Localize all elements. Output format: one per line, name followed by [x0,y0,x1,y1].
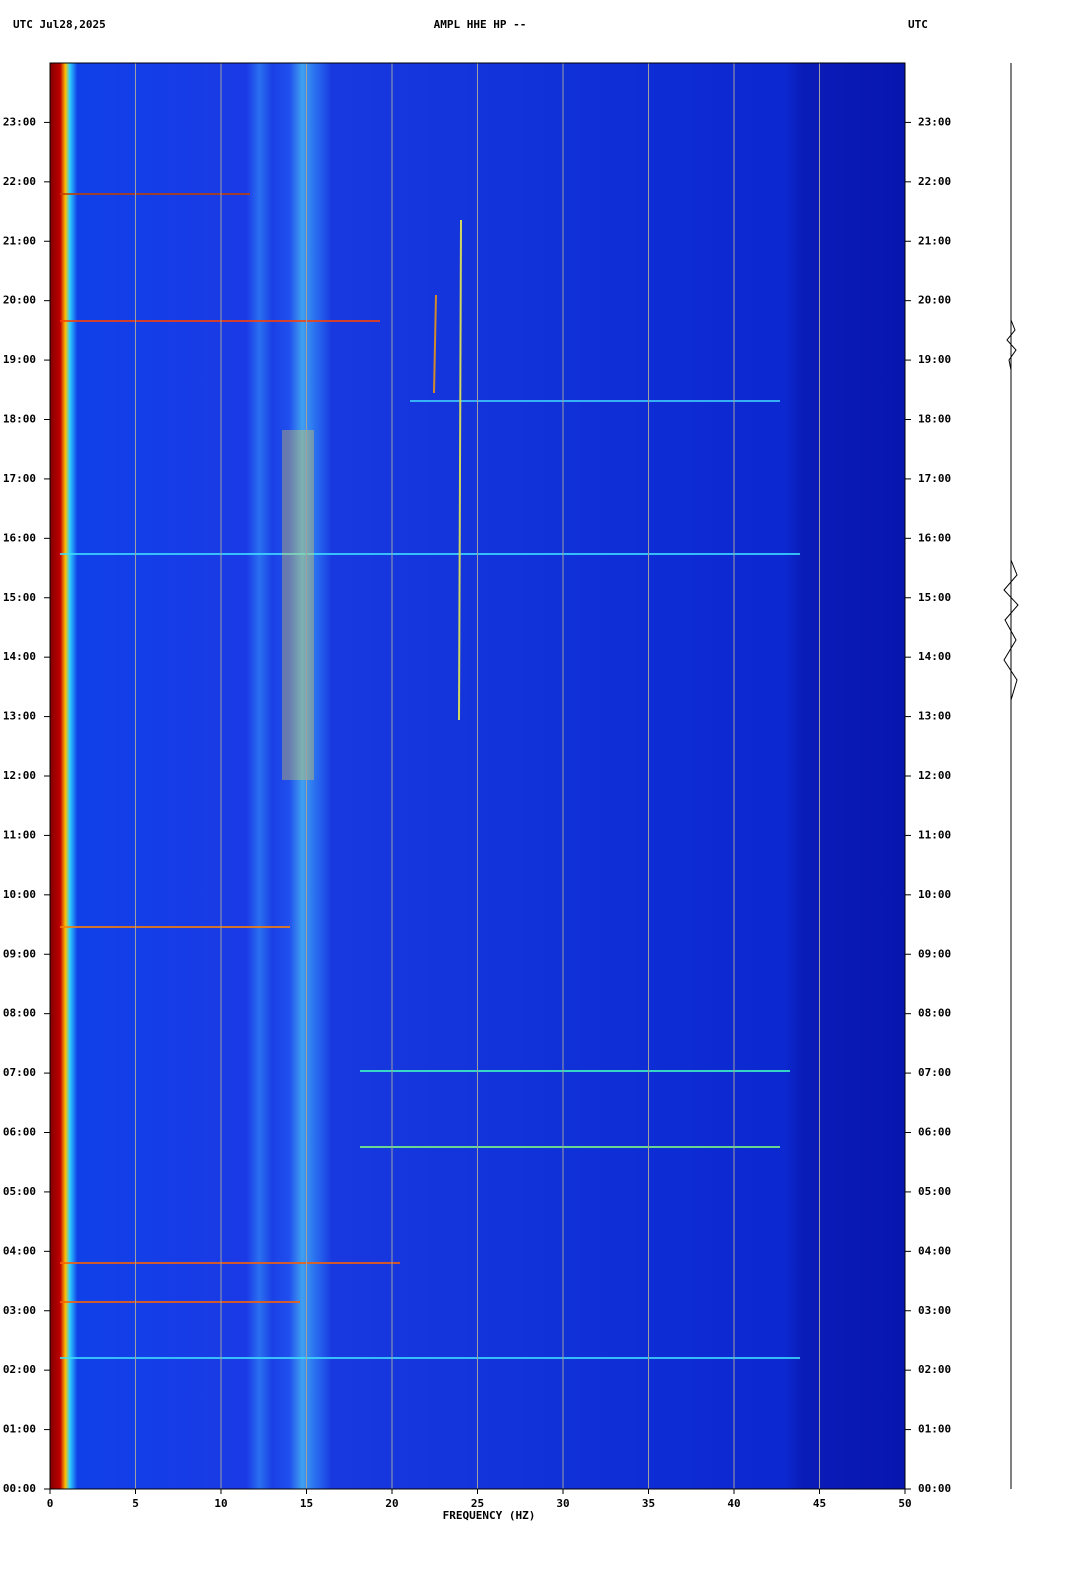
y-tick-label-right: 20:00 [918,294,951,307]
x-axis-label: FREQUENCY (HZ) [443,1509,536,1522]
y-tick-label: 07:00 [3,1066,36,1079]
y-tick-label-right: 04:00 [918,1244,951,1257]
y-tick-label: 05:00 [3,1185,36,1198]
y-tick-label: 22:00 [3,175,36,188]
y-tick-label-right: 11:00 [918,828,951,841]
y-tick-label: 00:00 [3,1482,36,1495]
y-tick-label: 20:00 [3,294,36,307]
y-tick-label: 16:00 [3,531,36,544]
y-tick-label-right: 10:00 [918,888,951,901]
y-tick-label: 03:00 [3,1304,36,1317]
x-tick-label: 35 [642,1497,655,1510]
y-tick-label: 01:00 [3,1423,36,1436]
chart-title: AMPL HHE HP -- [434,18,527,31]
x-tick-label: 40 [727,1497,740,1510]
y-tick-label-right: 19:00 [918,353,951,366]
y-tick-label-right: 09:00 [918,947,951,960]
y-tick-label-right: 23:00 [918,115,951,128]
y-tick-label-right: 21:00 [918,234,951,247]
y-tick-label-right: 16:00 [918,531,951,544]
y-tick-label: 06:00 [3,1126,36,1139]
x-tick-label: 30 [556,1497,569,1510]
y-tick-label-right: 13:00 [918,710,951,723]
y-tick-label-right: 00:00 [918,1482,951,1495]
title-right: UTC [908,18,928,31]
seismogram-trace [1003,63,1019,1489]
y-tick-label: 23:00 [3,115,36,128]
y-tick-label: 10:00 [3,888,36,901]
y-tick-label: 19:00 [3,353,36,366]
y-tick-label: 17:00 [3,472,36,485]
y-tick-label-right: 03:00 [918,1304,951,1317]
x-tick-label: 0 [47,1497,54,1510]
title-left: UTC Jul28,2025 [13,18,106,31]
y-tick-label: 14:00 [3,650,36,663]
y-tick-label-right: 07:00 [918,1066,951,1079]
y-tick-label-right: 05:00 [918,1185,951,1198]
y-tick-label-right: 14:00 [918,650,951,663]
y-tick-label: 18:00 [3,413,36,426]
y-tick-label: 15:00 [3,591,36,604]
y-tick-label-right: 06:00 [918,1126,951,1139]
x-tick-label: 15 [300,1497,313,1510]
y-tick-label: 12:00 [3,769,36,782]
y-tick-label-right: 17:00 [918,472,951,485]
x-tick-label: 25 [471,1497,484,1510]
y-tick-label-right: 02:00 [918,1363,951,1376]
x-tick-label: 10 [214,1497,227,1510]
x-tick-label: 5 [132,1497,139,1510]
y-tick-label: 13:00 [3,710,36,723]
x-tick-label: 45 [813,1497,826,1510]
y-tick-label: 04:00 [3,1244,36,1257]
y-tick-label: 09:00 [3,947,36,960]
y-tick-label: 11:00 [3,828,36,841]
y-tick-label-right: 22:00 [918,175,951,188]
x-tick-label: 50 [898,1497,911,1510]
y-tick-label: 02:00 [3,1363,36,1376]
y-tick-label-right: 08:00 [918,1007,951,1020]
y-tick-label-right: 01:00 [918,1423,951,1436]
x-tick-label: 20 [385,1497,398,1510]
y-tick-label: 21:00 [3,234,36,247]
y-tick-label-right: 15:00 [918,591,951,604]
y-tick-label-right: 12:00 [918,769,951,782]
y-tick-label-right: 18:00 [918,413,951,426]
y-tick-label: 08:00 [3,1007,36,1020]
